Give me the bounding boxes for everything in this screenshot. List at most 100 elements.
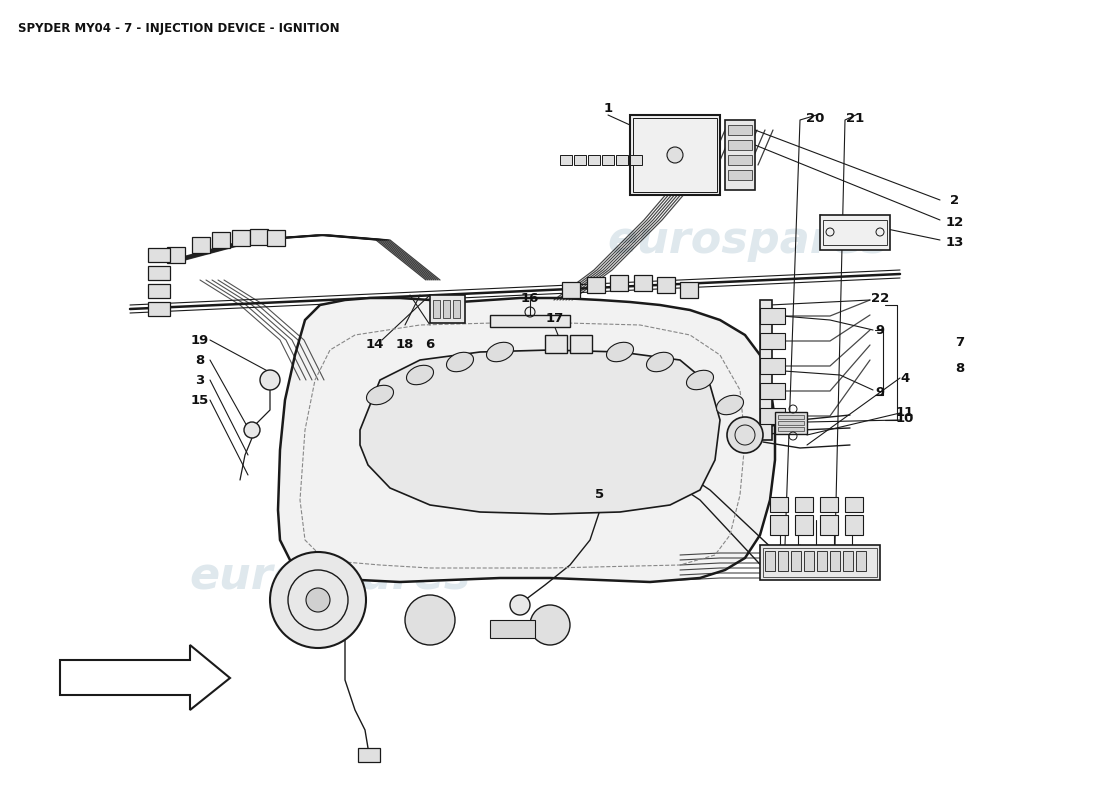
- Circle shape: [244, 422, 260, 438]
- Bar: [770, 515, 788, 535]
- Bar: [763, 548, 877, 577]
- Text: 1: 1: [604, 102, 613, 114]
- Bar: [795, 515, 813, 535]
- Text: 2: 2: [950, 194, 959, 206]
- Bar: [830, 551, 840, 571]
- Ellipse shape: [686, 370, 714, 390]
- Bar: [843, 551, 852, 571]
- Ellipse shape: [606, 342, 634, 362]
- Ellipse shape: [407, 366, 433, 385]
- Bar: [167, 247, 185, 263]
- Text: 13: 13: [946, 235, 965, 249]
- Bar: [588, 155, 600, 165]
- Circle shape: [270, 552, 366, 648]
- Bar: [610, 275, 628, 291]
- Text: SPYDER MY04 - 7 - INJECTION DEVICE - IGNITION: SPYDER MY04 - 7 - INJECTION DEVICE - IGN…: [18, 22, 340, 35]
- Bar: [728, 170, 752, 180]
- Circle shape: [727, 417, 763, 453]
- Bar: [817, 551, 827, 571]
- Bar: [845, 497, 864, 512]
- Circle shape: [260, 370, 280, 390]
- Text: 10: 10: [895, 411, 914, 425]
- Bar: [192, 237, 210, 253]
- Text: 8: 8: [196, 354, 205, 366]
- Bar: [795, 497, 813, 512]
- Bar: [632, 118, 717, 192]
- Ellipse shape: [447, 352, 473, 372]
- Bar: [433, 300, 440, 318]
- Bar: [634, 275, 652, 291]
- Bar: [453, 300, 460, 318]
- Bar: [820, 497, 838, 512]
- Bar: [760, 358, 785, 374]
- Bar: [267, 230, 285, 246]
- Bar: [728, 155, 752, 165]
- Bar: [680, 282, 698, 298]
- Bar: [630, 115, 720, 195]
- Bar: [778, 421, 804, 425]
- Bar: [760, 333, 785, 349]
- Ellipse shape: [486, 342, 514, 362]
- Polygon shape: [360, 350, 720, 514]
- Bar: [764, 551, 776, 571]
- Bar: [212, 232, 230, 248]
- Text: eurospares: eurospares: [607, 218, 889, 262]
- Bar: [760, 308, 785, 324]
- Bar: [778, 427, 804, 431]
- Bar: [490, 315, 570, 327]
- Bar: [760, 300, 772, 440]
- Text: 22: 22: [871, 291, 889, 305]
- Bar: [820, 215, 890, 250]
- Bar: [250, 229, 268, 245]
- Bar: [616, 155, 628, 165]
- Bar: [602, 155, 614, 165]
- Text: 17: 17: [546, 311, 564, 325]
- Bar: [148, 302, 170, 316]
- Bar: [490, 620, 535, 638]
- Ellipse shape: [716, 395, 744, 414]
- Bar: [560, 155, 572, 165]
- Bar: [856, 551, 866, 571]
- Bar: [544, 335, 566, 353]
- Bar: [778, 551, 788, 571]
- Bar: [760, 383, 785, 399]
- Bar: [725, 120, 755, 190]
- Circle shape: [667, 147, 683, 163]
- Ellipse shape: [366, 386, 394, 405]
- Text: 5: 5: [595, 489, 605, 502]
- Text: 12: 12: [946, 215, 964, 229]
- Bar: [587, 277, 605, 293]
- Text: eurospares: eurospares: [189, 554, 471, 598]
- Text: 16: 16: [520, 291, 539, 305]
- Text: 4: 4: [901, 371, 910, 385]
- Text: 3: 3: [196, 374, 205, 386]
- Bar: [804, 551, 814, 571]
- Text: 14: 14: [366, 338, 384, 351]
- Circle shape: [530, 605, 570, 645]
- Bar: [232, 230, 250, 246]
- Text: 9: 9: [876, 386, 884, 398]
- Bar: [728, 125, 752, 135]
- Polygon shape: [60, 645, 230, 710]
- Bar: [574, 155, 586, 165]
- Bar: [443, 300, 450, 318]
- Bar: [778, 415, 804, 419]
- Text: 11: 11: [895, 406, 914, 418]
- Bar: [562, 282, 580, 298]
- Bar: [148, 284, 170, 298]
- Circle shape: [510, 595, 530, 615]
- Bar: [148, 248, 170, 262]
- Bar: [570, 335, 592, 353]
- Bar: [791, 551, 801, 571]
- Text: 20: 20: [806, 111, 824, 125]
- Bar: [148, 266, 170, 280]
- Text: 6: 6: [426, 338, 434, 351]
- Bar: [760, 408, 785, 424]
- Bar: [430, 295, 465, 323]
- Text: 7: 7: [956, 335, 965, 349]
- Ellipse shape: [647, 352, 673, 372]
- Bar: [820, 515, 838, 535]
- Text: 9: 9: [876, 323, 884, 337]
- Bar: [823, 220, 887, 245]
- Circle shape: [306, 588, 330, 612]
